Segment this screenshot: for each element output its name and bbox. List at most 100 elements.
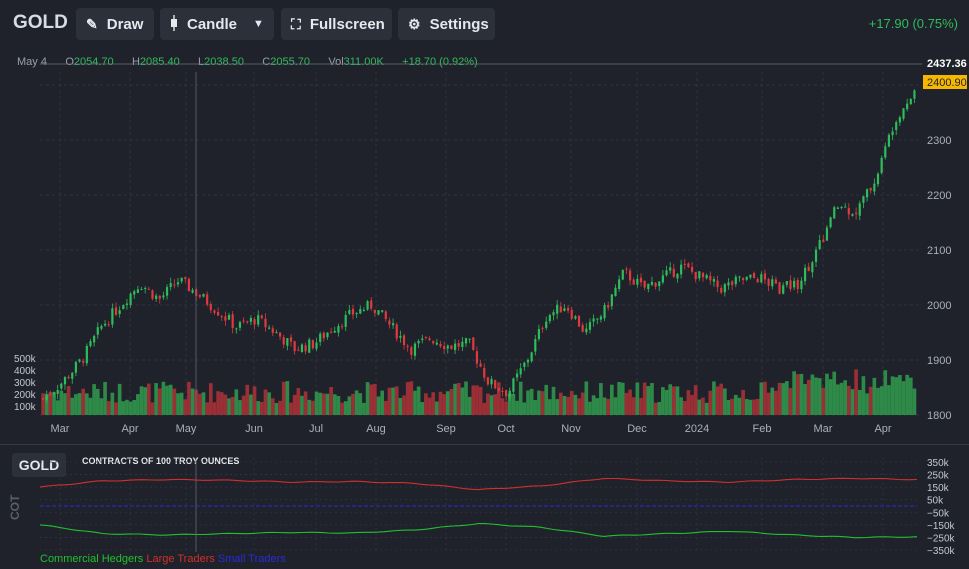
fullscreen-button[interactable]: ⛶ Fullscreen — [281, 8, 392, 40]
volume-bar — [548, 399, 552, 415]
candle-body — [705, 275, 708, 279]
volume-bar — [642, 382, 647, 415]
volume-bar — [325, 393, 330, 415]
draw-button[interactable]: ✎ Draw — [76, 8, 154, 40]
volume-bar — [774, 390, 778, 415]
volume-bar — [872, 377, 877, 415]
time-tick-label: Feb — [753, 423, 772, 435]
volume-bar — [890, 376, 895, 415]
volume-bar — [533, 400, 538, 415]
candle-body — [432, 341, 435, 344]
volume-bar — [471, 385, 476, 415]
candle-body — [63, 377, 67, 385]
candle-body — [796, 279, 799, 289]
cot-tick-label: −250k — [927, 533, 956, 544]
volume-bar — [198, 393, 202, 415]
time-tick-label: Nov — [561, 423, 581, 435]
volume-bar — [901, 381, 906, 415]
settings-button[interactable]: ⚙ Settings — [398, 8, 495, 40]
candle-body — [377, 310, 380, 315]
candle-body — [789, 280, 792, 289]
volume-bar — [599, 383, 603, 415]
volume-bar — [460, 387, 465, 415]
volume-bar — [74, 394, 78, 415]
candle-body — [698, 271, 701, 279]
volume-bar — [752, 399, 756, 415]
volume-bar — [41, 393, 45, 415]
volume-bar — [365, 382, 370, 415]
chevron-down-icon: ▼ — [253, 18, 264, 30]
candle-body — [56, 389, 59, 394]
time-axis: Mar Apr May Jun Jul Aug Sep Oct Nov Dec 2024 Feb Mar… — [51, 423, 892, 435]
time-tick-label: Aug — [366, 423, 386, 435]
candle-body — [42, 398, 45, 400]
candle-body — [887, 134, 891, 147]
volume-bar — [409, 381, 414, 415]
volume-bar — [285, 381, 290, 415]
gear-icon: ⚙ — [408, 15, 421, 32]
candle-body — [727, 282, 730, 286]
volume-bar — [351, 393, 355, 415]
volume-bar — [657, 401, 662, 415]
candle-body — [122, 305, 125, 310]
volume-bar — [708, 390, 713, 415]
candle-body — [501, 390, 504, 392]
volume-bar — [303, 391, 308, 415]
candle-body — [282, 337, 285, 345]
candle-body — [534, 339, 537, 352]
volume-bar — [672, 386, 676, 415]
candle-body — [738, 276, 741, 278]
candle-body — [180, 277, 183, 282]
candle-body — [752, 273, 756, 279]
volume-bar — [748, 399, 753, 415]
volume-bar — [861, 376, 866, 415]
candle-body — [884, 146, 887, 158]
volume-bar — [44, 393, 49, 415]
candle-body — [749, 274, 752, 278]
volume-bar — [522, 402, 527, 415]
candles — [42, 89, 916, 404]
candle-type-dropdown[interactable]: Candle ▼ — [160, 8, 274, 40]
pane-separator — [0, 444, 969, 445]
candle-body — [136, 289, 139, 293]
time-tick-label: Apr — [121, 423, 138, 435]
time-tick-label: 2024 — [685, 423, 709, 435]
candle-body — [625, 268, 628, 270]
candle-body — [100, 326, 103, 329]
candle-body — [588, 322, 592, 330]
cot-legend: Commercial Hedgers Large Traders Small T… — [40, 553, 286, 565]
price-chart[interactable]: 2400230022002100200019001800 500k400k300… — [0, 48, 969, 443]
candle-body — [384, 311, 387, 320]
candle-body — [661, 275, 664, 283]
volume-bar — [110, 392, 115, 415]
volume-bar — [347, 396, 352, 415]
candle-body — [581, 325, 584, 332]
volume-bar — [329, 386, 333, 415]
time-tick-label: Apr — [874, 423, 891, 435]
volume-bar — [577, 398, 581, 415]
candle-body — [348, 310, 351, 314]
volume-bar — [438, 391, 443, 415]
candle-body — [505, 390, 508, 397]
candle-body — [129, 293, 132, 306]
candle-body — [140, 289, 143, 291]
candle-body — [406, 345, 409, 347]
cot-title: CONTRACTS OF 100 TROY OUNCES — [82, 456, 240, 466]
candle-body — [654, 282, 657, 287]
volume-bar — [157, 388, 162, 415]
low-key: L — [198, 56, 205, 68]
candle-body — [402, 335, 406, 346]
volume-bar — [201, 392, 206, 415]
volume-bar — [887, 385, 891, 415]
cot-line-commercial-hedgers — [39, 522, 918, 539]
candle-body — [217, 312, 220, 316]
ohlc-legend: May 4 O2054.70 H2085.40 L2038.50 C2055.7… — [17, 56, 478, 68]
candle-body — [672, 268, 675, 277]
candle-body — [176, 282, 180, 285]
candle-body — [191, 289, 194, 293]
candle-body — [45, 395, 48, 401]
candle-body — [457, 343, 460, 347]
candle-body — [253, 319, 256, 325]
